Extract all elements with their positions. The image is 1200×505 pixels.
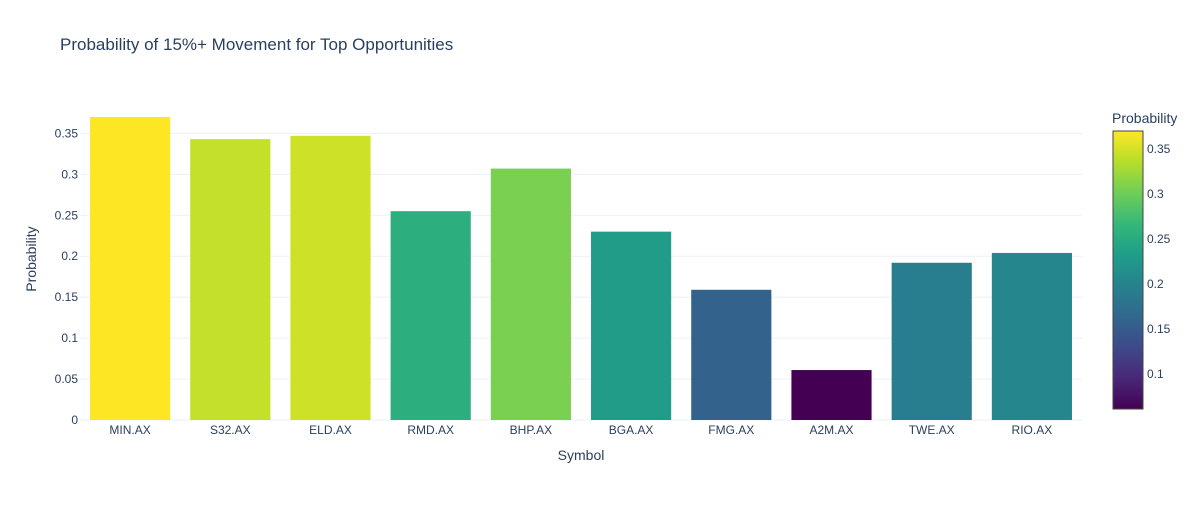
y-tick-label: 0.15: [55, 290, 79, 304]
bar-rmd-ax[interactable]: [390, 211, 471, 420]
y-tick-label: 0.35: [55, 126, 79, 140]
x-tick-label: RIO.AX: [1012, 423, 1053, 437]
colorbar: Probability 0.1 0.15 0.2 0.25 0.3 0.35: [1112, 110, 1177, 410]
y-tick-label: 0.2: [61, 249, 78, 263]
x-axis-title: Symbol: [558, 447, 605, 463]
bar-a2m-ax[interactable]: [791, 370, 872, 420]
bar-fmg-ax[interactable]: [691, 289, 772, 420]
colorbar-tick-label: 0.15: [1147, 322, 1171, 336]
y-tick-label: 0.3: [61, 167, 78, 181]
x-tick-label: FMG.AX: [708, 423, 754, 437]
x-tick-label: BGA.AX: [609, 423, 654, 437]
bar-bhp-ax[interactable]: [490, 168, 571, 420]
x-tick-label: MIN.AX: [109, 423, 150, 437]
y-tick-label: 0.1: [61, 331, 78, 345]
chart-title: Probability of 15%+ Movement for Top Opp…: [60, 35, 453, 54]
y-tick-label: 0.25: [55, 208, 79, 222]
bar-s32-ax[interactable]: [190, 139, 271, 420]
x-tick-label: A2M.AX: [809, 423, 853, 437]
bars: [90, 117, 1072, 420]
y-tick-label: 0.05: [55, 372, 79, 386]
x-tick-label: S32.AX: [210, 423, 251, 437]
colorbar-title: Probability: [1112, 110, 1177, 126]
colorbar-tick-label: 0.25: [1147, 232, 1171, 246]
y-axis-title: Probability: [23, 226, 39, 291]
bar-twe-ax[interactable]: [891, 262, 972, 420]
bar-rio-ax[interactable]: [991, 252, 1072, 420]
colorbar-tick-label: 0.35: [1147, 142, 1171, 156]
colorbar-ticks: 0.1 0.15 0.2 0.25 0.3 0.35: [1147, 142, 1171, 381]
y-axis-ticks: 0 0.05 0.1 0.15 0.2 0.25 0.3 0.35: [55, 126, 79, 427]
x-axis-ticks: MIN.AX S32.AX ELD.AX RMD.AX BHP.AX BGA.AX FMG.…: [109, 423, 1052, 437]
colorbar-gradient: [1112, 130, 1144, 410]
colorbar-tick-label: 0.3: [1147, 187, 1164, 201]
bar-bga-ax[interactable]: [591, 231, 672, 420]
colorbar-tick-label: 0.2: [1147, 277, 1164, 291]
x-tick-label: BHP.AX: [510, 423, 552, 437]
colorbar-tick-label: 0.1: [1147, 367, 1164, 381]
x-tick-label: TWE.AX: [909, 423, 955, 437]
bar-min-ax[interactable]: [90, 117, 171, 420]
bar-eld-ax[interactable]: [290, 135, 371, 420]
y-tick-label: 0: [71, 413, 78, 427]
x-tick-label: RMD.AX: [407, 423, 454, 437]
x-tick-label: ELD.AX: [309, 423, 352, 437]
